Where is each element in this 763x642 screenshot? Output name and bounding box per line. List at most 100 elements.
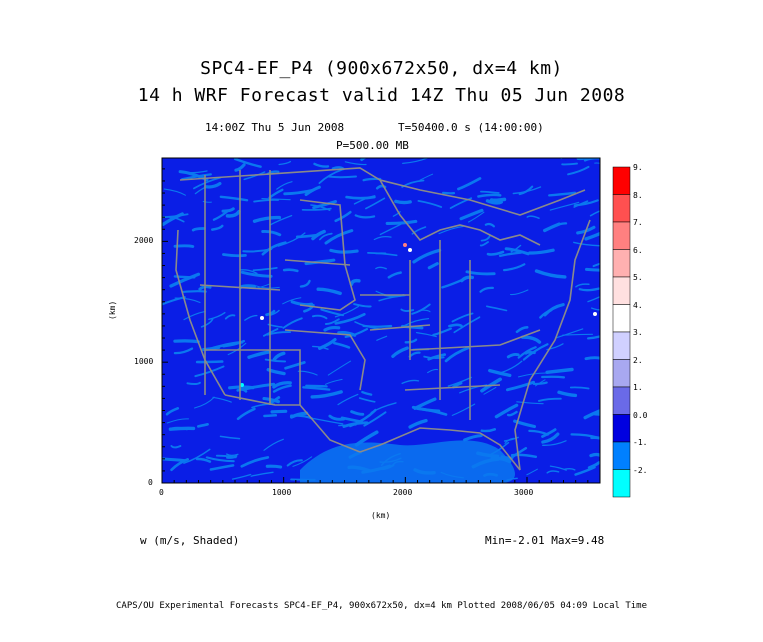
velocity-streak <box>195 360 224 364</box>
velocity-streak <box>313 417 344 425</box>
velocity-streak <box>537 397 562 402</box>
velocity-streak <box>480 234 492 242</box>
velocity-streak <box>345 195 376 200</box>
velocity-streak <box>503 263 526 272</box>
velocity-streak <box>555 328 584 339</box>
velocity-streak <box>590 436 600 440</box>
velocity-streak <box>270 409 288 414</box>
velocity-streak <box>379 223 402 236</box>
velocity-streak <box>236 407 256 421</box>
velocity-streak <box>401 379 420 385</box>
velocity-streak <box>302 386 331 391</box>
field-min-max: Min=-2.01 Max=9.48 <box>485 534 605 547</box>
velocity-streak <box>261 198 291 201</box>
velocity-streak <box>349 278 361 286</box>
velocity-streak <box>224 314 236 320</box>
colorbar-label: 8. <box>633 191 643 200</box>
velocity-streak <box>240 270 273 278</box>
velocity-streak <box>484 222 495 228</box>
velocity-streak <box>360 158 367 162</box>
velocity-streak <box>548 191 577 197</box>
velocity-streak <box>265 464 283 469</box>
velocity-streak <box>325 378 343 385</box>
velocity-streak <box>541 375 566 379</box>
velocity-streak <box>205 456 235 463</box>
velocity-streak <box>262 328 279 337</box>
velocity-streak <box>545 367 574 374</box>
velocity-streak <box>447 376 472 387</box>
velocity-streak <box>411 226 427 235</box>
colorbar-label: 5. <box>633 273 643 282</box>
colorbar-swatch <box>612 441 631 470</box>
velocity-streak <box>318 168 344 184</box>
velocity-streak <box>244 382 276 391</box>
velocity-streak <box>573 199 599 207</box>
velocity-streak <box>334 305 360 318</box>
velocity-streak <box>515 326 529 334</box>
velocity-streak <box>584 231 600 241</box>
velocity-streak <box>567 165 590 176</box>
x-tick-label: 2000 <box>393 488 413 497</box>
velocity-streak <box>282 268 299 273</box>
velocity-streak <box>448 323 463 328</box>
valid-time-label: 14:00Z Thu 5 Jun 2008 <box>205 121 345 134</box>
velocity-streak <box>498 251 523 258</box>
velocity-streak <box>329 248 359 254</box>
velocity-streak <box>173 339 200 344</box>
velocity-streak <box>195 457 212 463</box>
velocity-streak <box>427 368 439 374</box>
velocity-streak <box>373 236 392 241</box>
colorbar-label: 1. <box>633 383 643 392</box>
velocity-streak <box>427 262 439 270</box>
velocity-streak <box>262 396 280 404</box>
plot-title-line1: SPC4-EF_P4 (900x672x50, dx=4 km) <box>200 58 563 79</box>
velocity-streak <box>312 200 337 210</box>
velocity-streak <box>504 247 530 256</box>
velocity-streak <box>353 195 376 205</box>
velocity-streak <box>292 456 313 467</box>
velocity-streak <box>400 308 415 312</box>
velocity-streak <box>261 241 287 256</box>
velocity-streak <box>278 160 292 166</box>
velocity-streak <box>170 458 189 472</box>
velocity-streak <box>301 207 332 211</box>
velocity-streak <box>504 437 515 444</box>
velocity-streak <box>234 163 246 172</box>
velocity-streak <box>463 434 483 442</box>
colorbar-label: 0.0 <box>633 411 648 420</box>
velocity-streak <box>169 272 201 288</box>
velocity-streak <box>528 248 555 255</box>
velocity-streak <box>266 368 286 376</box>
velocity-streak <box>589 210 600 217</box>
velocity-streak <box>252 267 278 272</box>
gulf-of-mexico-field <box>300 440 515 483</box>
velocity-streak <box>549 201 580 211</box>
y-tick-label: 2000 <box>134 236 154 245</box>
velocity-streak <box>247 350 271 359</box>
velocity-streak <box>485 199 503 205</box>
velocity-streak <box>272 384 292 393</box>
velocity-streak <box>350 410 365 416</box>
x-axis-ticks <box>161 477 601 483</box>
velocity-streak <box>255 285 280 289</box>
velocity-streak <box>363 411 387 427</box>
velocity-streak <box>173 347 194 355</box>
velocity-streak <box>261 229 282 237</box>
velocity-streak <box>358 397 376 403</box>
velocity-streak <box>593 412 600 416</box>
velocity-streak <box>534 269 567 279</box>
velocity-streak <box>494 403 519 419</box>
colorbar-swatch <box>612 359 631 388</box>
field-variable-label: w (m/s, Shaded) <box>140 534 240 547</box>
velocity-streak <box>181 290 207 294</box>
velocity-streak <box>375 266 387 270</box>
velocity-streak <box>370 402 397 414</box>
colorbar-swatch <box>612 304 631 333</box>
velocity-streak <box>333 341 351 349</box>
velocity-streak <box>320 308 344 317</box>
velocity-streak <box>411 405 441 413</box>
velocity-streak <box>500 360 523 374</box>
velocity-streak <box>212 396 232 403</box>
velocity-streak <box>417 200 443 208</box>
velocity-streak <box>387 271 402 279</box>
